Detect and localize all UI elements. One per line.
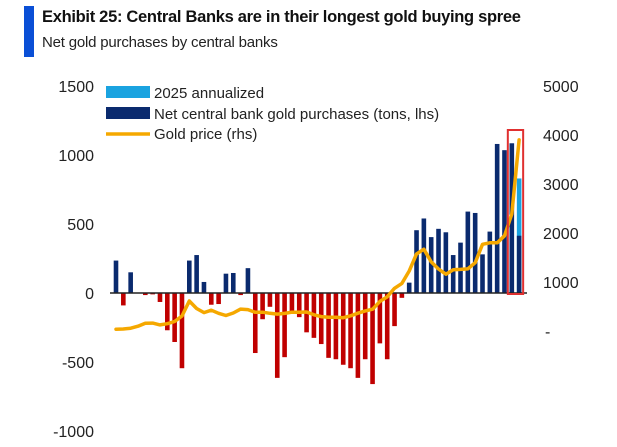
bar-1984	[216, 293, 221, 305]
bar-1980	[187, 260, 192, 293]
bar-1986	[230, 272, 236, 293]
left-tick-label: 1000	[58, 148, 94, 165]
chart-title: Exhibit 25: Central Banks are in their l…	[42, 8, 521, 26]
right-tick-label: -	[545, 324, 550, 341]
bar-1995	[296, 293, 302, 318]
bar-1985	[223, 273, 229, 293]
bar-2019	[472, 212, 478, 293]
right-tick-label: 3000	[543, 177, 579, 194]
bar-2005	[370, 293, 375, 385]
bar-2004	[362, 293, 368, 360]
bar-1978	[172, 293, 177, 342]
right-tick-label: 2000	[543, 226, 579, 243]
bar-2016	[450, 255, 456, 293]
bar-1983	[208, 293, 214, 305]
bar-2002	[348, 293, 353, 369]
bar-1987	[238, 293, 243, 296]
legend-label-annualized: 2025 annualized	[154, 85, 264, 102]
bar-2010	[406, 282, 412, 293]
bar-1977	[165, 293, 170, 331]
bar-2003	[355, 293, 361, 378]
bar-1992	[274, 293, 280, 378]
bar-2025	[516, 235, 522, 293]
left-tick-label: 500	[67, 217, 94, 234]
title-accent-bar	[24, 6, 34, 57]
right-tick-label: 5000	[543, 79, 579, 96]
legend-label-purchases: Net central bank gold purchases (tons, l…	[154, 106, 439, 123]
bar-2007	[384, 293, 390, 360]
bar-1976	[157, 293, 163, 302]
bar-2022	[494, 143, 500, 293]
left-tick-label: -500	[62, 355, 94, 372]
bar-1982	[201, 281, 207, 293]
bar-2018	[465, 211, 471, 293]
bar-2021	[487, 231, 493, 293]
legend-label-gold-price: Gold price (rhs)	[154, 126, 257, 143]
bar-1988	[245, 268, 251, 293]
bar-2012	[421, 218, 427, 293]
bar-1970	[113, 260, 119, 293]
bar-1999	[326, 293, 331, 358]
left-axis: 1500 1000 500 0 -500 -1000	[53, 79, 94, 441]
left-tick-label: -1000	[53, 424, 94, 441]
bar-2001	[340, 293, 346, 365]
bar-1989	[252, 293, 258, 354]
bar-2023	[502, 150, 507, 293]
left-tick-label: 0	[85, 286, 94, 303]
right-tick-label: 1000	[543, 275, 579, 292]
chart-subtitle: Net gold purchases by central banks	[42, 34, 278, 51]
bar-1993	[282, 293, 287, 358]
bar-2020	[480, 254, 485, 293]
right-axis: 5000 4000 3000 2000 1000 -	[543, 79, 579, 341]
bar-1971	[121, 293, 126, 306]
gold-price-line	[114, 138, 521, 331]
bar-2011	[414, 230, 419, 293]
bar-series	[113, 143, 522, 385]
right-tick-label: 4000	[543, 128, 579, 145]
bar-1990	[260, 293, 265, 320]
bar-2000	[333, 293, 339, 360]
highlight-box	[506, 129, 525, 295]
legend-swatch-annualized	[106, 86, 150, 98]
bar-1981	[194, 255, 199, 293]
bar-2009	[399, 293, 405, 298]
bar-1991	[267, 293, 273, 307]
bar-1972	[128, 272, 133, 293]
bar-1994	[289, 293, 295, 313]
bar-2014	[436, 228, 441, 293]
bar-2006	[377, 293, 383, 344]
bar-2015	[443, 232, 449, 293]
bar-2013	[428, 237, 434, 293]
left-tick-label: 1500	[58, 79, 94, 96]
legend: 2025 annualized Net central bank gold pu…	[106, 85, 439, 143]
bar-1974	[143, 293, 148, 296]
legend-swatch-purchases	[106, 107, 150, 119]
bar-1998	[318, 293, 324, 345]
bar-2008	[392, 293, 397, 327]
bar-1979	[179, 293, 185, 369]
